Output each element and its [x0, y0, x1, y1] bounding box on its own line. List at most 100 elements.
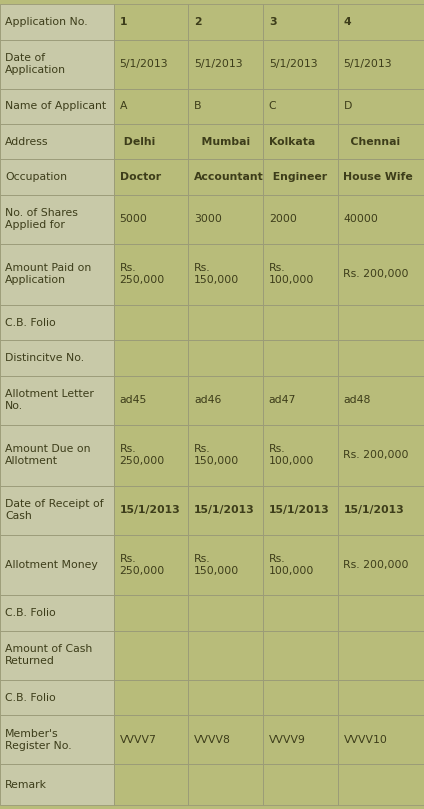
Bar: [338, 40, 424, 88]
Text: House Wife: House Wife: [343, 172, 413, 182]
Bar: [263, 4, 338, 40]
Bar: [114, 680, 188, 715]
Bar: [114, 535, 188, 595]
Text: Rs.
150,000: Rs. 150,000: [194, 444, 240, 466]
Bar: [0, 195, 114, 244]
Text: Amount of Cash
Returned: Amount of Cash Returned: [5, 645, 92, 667]
Bar: [338, 595, 424, 631]
Text: Rs. 200,000: Rs. 200,000: [343, 269, 409, 279]
Bar: [188, 680, 263, 715]
Bar: [263, 305, 338, 341]
Text: VVVV8: VVVV8: [194, 735, 231, 745]
Bar: [114, 124, 188, 159]
Text: ad48: ad48: [343, 396, 371, 405]
Bar: [263, 88, 338, 124]
Bar: [0, 425, 114, 485]
Bar: [188, 88, 263, 124]
Bar: [188, 40, 263, 88]
Bar: [0, 375, 114, 425]
Bar: [338, 715, 424, 765]
Text: Rs. 200,000: Rs. 200,000: [343, 450, 409, 460]
Text: Accountant: Accountant: [194, 172, 264, 182]
Text: Rs. 200,000: Rs. 200,000: [343, 560, 409, 570]
Bar: [114, 195, 188, 244]
Bar: [338, 88, 424, 124]
Text: Mumbai: Mumbai: [194, 137, 250, 146]
Text: 5/1/2013: 5/1/2013: [269, 59, 318, 69]
Text: Doctor: Doctor: [120, 172, 161, 182]
Text: Allotment Letter
No.: Allotment Letter No.: [5, 389, 94, 411]
Text: 5000: 5000: [120, 214, 148, 224]
Bar: [188, 341, 263, 375]
Bar: [338, 535, 424, 595]
Text: Amount Due on
Allotment: Amount Due on Allotment: [5, 444, 91, 466]
Bar: [0, 485, 114, 535]
Bar: [188, 485, 263, 535]
Bar: [263, 535, 338, 595]
Bar: [114, 631, 188, 680]
Text: C.B. Folio: C.B. Folio: [5, 608, 56, 618]
Text: Rs.
250,000: Rs. 250,000: [120, 264, 165, 286]
Text: Rs.
250,000: Rs. 250,000: [120, 444, 165, 466]
Bar: [188, 535, 263, 595]
Text: 5/1/2013: 5/1/2013: [343, 59, 392, 69]
Bar: [0, 4, 114, 40]
Text: 40000: 40000: [343, 214, 378, 224]
Text: Delhi: Delhi: [120, 137, 155, 146]
Text: Rs.
150,000: Rs. 150,000: [194, 264, 240, 286]
Bar: [114, 595, 188, 631]
Text: C.B. Folio: C.B. Folio: [5, 318, 56, 328]
Bar: [338, 244, 424, 305]
Bar: [114, 765, 188, 805]
Bar: [0, 680, 114, 715]
Text: Application No.: Application No.: [5, 17, 88, 27]
Bar: [114, 88, 188, 124]
Bar: [0, 40, 114, 88]
Bar: [114, 244, 188, 305]
Bar: [263, 485, 338, 535]
Bar: [188, 765, 263, 805]
Bar: [114, 715, 188, 765]
Bar: [0, 595, 114, 631]
Text: Date of
Application: Date of Application: [5, 53, 66, 75]
Bar: [338, 765, 424, 805]
Bar: [338, 195, 424, 244]
Text: B: B: [194, 101, 202, 112]
Text: ad46: ad46: [194, 396, 222, 405]
Text: VVVV10: VVVV10: [343, 735, 387, 745]
Text: Rs.
100,000: Rs. 100,000: [269, 554, 314, 576]
Bar: [338, 124, 424, 159]
Bar: [263, 631, 338, 680]
Bar: [263, 715, 338, 765]
Text: Name of Applicant: Name of Applicant: [5, 101, 106, 112]
Bar: [263, 40, 338, 88]
Text: 3000: 3000: [194, 214, 222, 224]
Text: 2: 2: [194, 17, 202, 27]
Bar: [188, 159, 263, 195]
Text: Kolkata: Kolkata: [269, 137, 315, 146]
Bar: [338, 341, 424, 375]
Bar: [338, 375, 424, 425]
Text: Allotment Money: Allotment Money: [5, 560, 98, 570]
Bar: [0, 305, 114, 341]
Bar: [0, 715, 114, 765]
Bar: [263, 595, 338, 631]
Text: C: C: [269, 101, 276, 112]
Text: D: D: [343, 101, 352, 112]
Bar: [0, 159, 114, 195]
Text: C.B. Folio: C.B. Folio: [5, 693, 56, 703]
Bar: [263, 159, 338, 195]
Bar: [188, 305, 263, 341]
Bar: [0, 88, 114, 124]
Bar: [188, 4, 263, 40]
Bar: [0, 765, 114, 805]
Text: 5/1/2013: 5/1/2013: [194, 59, 243, 69]
Bar: [263, 244, 338, 305]
Bar: [0, 244, 114, 305]
Text: ad45: ad45: [120, 396, 147, 405]
Bar: [114, 159, 188, 195]
Text: Amount Paid on
Application: Amount Paid on Application: [5, 264, 91, 286]
Bar: [188, 195, 263, 244]
Text: 15/1/2013: 15/1/2013: [269, 505, 329, 515]
Bar: [188, 425, 263, 485]
